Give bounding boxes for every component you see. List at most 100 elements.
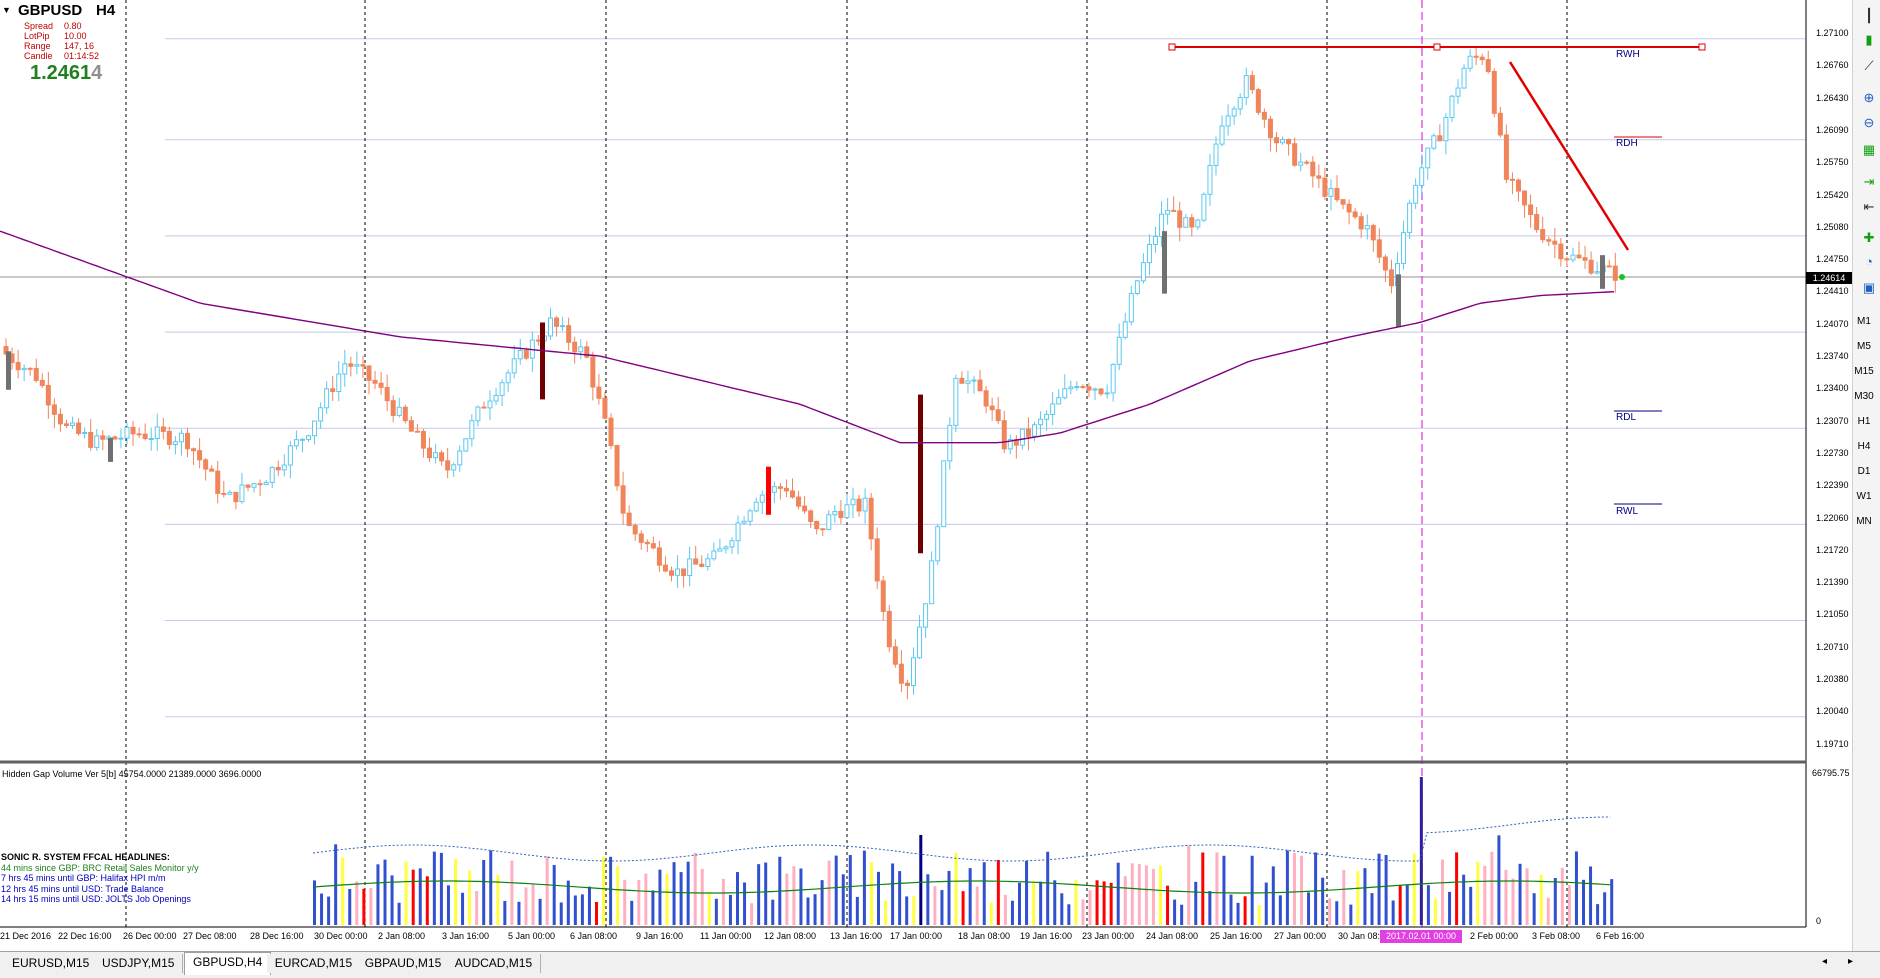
timeframe-m5[interactable]: M5	[1857, 341, 1871, 352]
candle-body	[1522, 190, 1528, 206]
chart-tab-audcad-m15[interactable]: AUDCAD,M15	[446, 954, 542, 973]
candle-body	[1352, 211, 1358, 218]
volume-histogram	[312, 777, 1614, 925]
bar-chart-icon[interactable]: ┃	[1865, 8, 1873, 23]
chart-tab-gbpusd-h4[interactable]: GBPUSD,H4	[184, 952, 272, 975]
volume-bar	[1003, 894, 1007, 925]
timeframe-m15[interactable]: M15	[1854, 366, 1874, 377]
volume-bar	[813, 894, 817, 925]
candle-body	[983, 390, 989, 407]
candle-body	[1249, 75, 1255, 91]
candle-body	[650, 543, 656, 549]
timeframe-h4[interactable]: H4	[1857, 441, 1871, 452]
candle-body	[1503, 134, 1509, 180]
volume-bar	[1236, 902, 1240, 925]
timeframe-m30[interactable]: M30	[1854, 391, 1874, 402]
candle-body	[51, 404, 57, 415]
volume-bar	[1208, 891, 1212, 925]
tile-windows-icon[interactable]: ▦	[1862, 142, 1876, 157]
candle-body	[112, 436, 118, 440]
timeframe-w1[interactable]: W1	[1856, 491, 1872, 502]
time-highlight: 2017.02.01 00:00	[1380, 930, 1462, 943]
indicators-icon[interactable]: ✚	[1863, 230, 1875, 245]
candle-body	[1516, 179, 1521, 192]
volume-bar	[799, 868, 803, 925]
volume-bar	[1469, 886, 1473, 925]
volume-bar	[489, 850, 493, 925]
chart-tab-usdjpy-m15[interactable]: USDJPY,M15	[94, 954, 184, 973]
zoom-out-icon[interactable]: ⊖	[1863, 115, 1875, 130]
templates-icon[interactable]: ◔	[1865, 254, 1873, 269]
candle-body	[935, 526, 941, 562]
candle-body	[251, 483, 257, 488]
volume-bar	[968, 868, 972, 925]
chart-canvas[interactable]	[0, 0, 1880, 951]
candle-body	[1213, 143, 1219, 167]
volume-bar	[672, 862, 676, 925]
timeframe-h1[interactable]: H1	[1857, 416, 1871, 427]
candle-body	[185, 432, 190, 450]
volume-bar	[707, 893, 711, 925]
candle-body	[1140, 262, 1146, 282]
volume-bar	[1307, 892, 1311, 925]
price-tick-label: 1.22060	[1816, 512, 1849, 523]
line-chart-icon[interactable]: ⟋	[1864, 58, 1874, 73]
volume-bar	[1610, 879, 1614, 925]
candle-body	[215, 470, 221, 494]
time-tick-label: 6 Jan 08:00	[570, 931, 618, 941]
candle-body	[898, 663, 904, 684]
candle-body	[1546, 239, 1552, 242]
chart-tab-gbpaud-m15[interactable]: GBPAUD,M15	[356, 954, 451, 973]
tab-scroll-right-icon[interactable]: ▸	[1848, 956, 1854, 967]
level-lines[interactable]	[1168, 43, 1706, 505]
candle-body	[154, 426, 160, 439]
volume-bar	[439, 852, 443, 925]
candle-body	[1473, 55, 1479, 58]
candle-body	[366, 365, 372, 381]
candle-body	[136, 433, 142, 436]
tab-scroll-left-icon[interactable]: ◂	[1822, 956, 1828, 967]
candle-body	[1207, 165, 1213, 195]
time-tick-label: 23 Jan 00:00	[1082, 931, 1135, 941]
volume-bar	[820, 880, 824, 925]
candle-body	[1413, 184, 1419, 204]
volume-bar	[1215, 852, 1219, 925]
volume-bar	[771, 899, 775, 925]
price-tick-label: 1.20040	[1816, 706, 1849, 717]
timeframe-d1[interactable]: D1	[1857, 466, 1871, 477]
volume-bar	[1441, 859, 1444, 925]
volume-bar	[1476, 861, 1480, 925]
candle-body	[759, 494, 765, 503]
volume-bar	[348, 889, 352, 925]
trendline	[1508, 61, 1630, 251]
volume-bar	[1328, 898, 1332, 925]
chart-shift-icon[interactable]: ⇥	[1863, 174, 1875, 189]
volume-bar	[1173, 899, 1177, 925]
volume-bar	[1363, 868, 1367, 925]
candle-body	[130, 426, 136, 435]
period-separators	[125, 0, 1568, 927]
volume-bar	[313, 880, 316, 925]
candlestick-icon[interactable]: ▮	[1865, 32, 1873, 47]
candle-body	[27, 367, 33, 370]
timeframe-mn[interactable]: MN	[1856, 516, 1872, 527]
price-tick-label: 1.27100	[1816, 28, 1849, 38]
candle-body	[814, 520, 820, 530]
candle-body	[771, 486, 777, 493]
volume-bar	[728, 894, 732, 925]
volume-bar	[989, 902, 993, 925]
price-tick-label: 1.24410	[1816, 286, 1849, 297]
zoom-in-icon[interactable]: ⊕	[1863, 90, 1875, 105]
volume-bar	[623, 879, 627, 925]
candle-body	[1425, 147, 1431, 169]
auto-scroll-icon[interactable]: ⇤	[1863, 199, 1875, 214]
candle-body	[693, 558, 699, 565]
candle-body	[1007, 439, 1013, 450]
volume-bar	[432, 851, 436, 925]
timeframe-m1[interactable]: M1	[1857, 316, 1871, 327]
chart-tab-eurusd-m15[interactable]: EURUSD,M15	[4, 954, 99, 973]
periods-icon[interactable]: ▣	[1862, 280, 1876, 295]
chart-menu-icon[interactable]: ▼	[2, 5, 11, 15]
chart-tab-eurcad-m15[interactable]: EURCAD,M15	[266, 954, 362, 973]
candle-body	[1195, 219, 1201, 228]
